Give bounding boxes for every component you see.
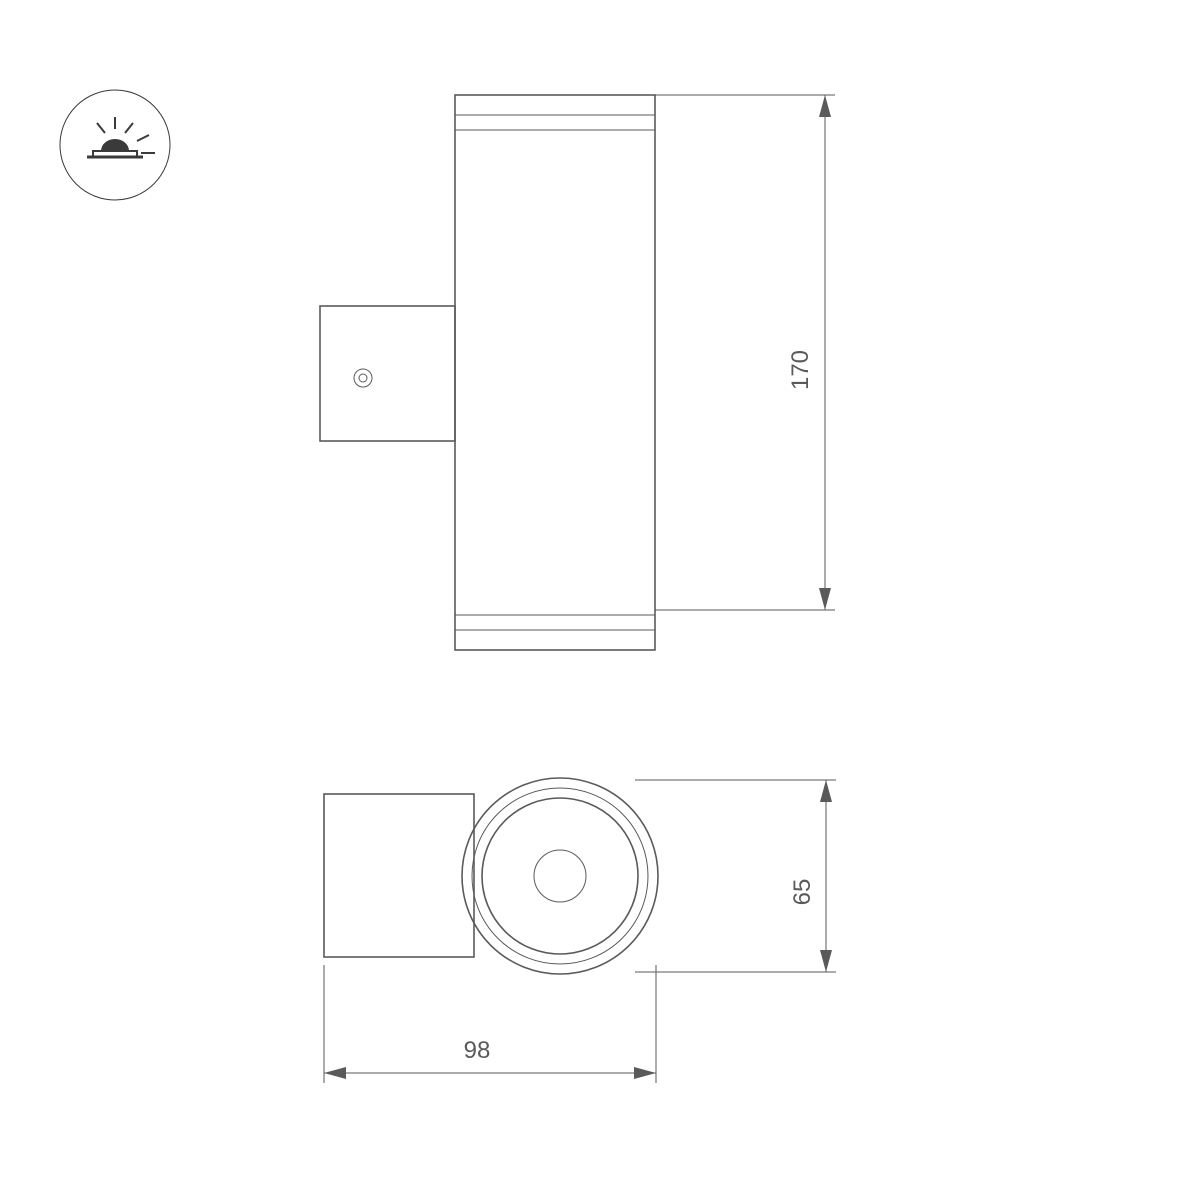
dim-height: 170 (787, 350, 814, 390)
arrow-head (324, 1067, 346, 1079)
arrow-head (819, 95, 831, 117)
arrow-head (820, 950, 832, 972)
side-view (320, 95, 655, 650)
top-view (324, 778, 658, 974)
technical-drawing: 170 65 98 (0, 0, 1200, 1200)
dim-depth: 98 (464, 1037, 491, 1064)
light-type-icon (60, 90, 170, 200)
arrow-head (819, 588, 831, 610)
dim-diameter: 65 (789, 879, 816, 906)
arrow-head (634, 1067, 656, 1079)
arrow-head (820, 780, 832, 802)
